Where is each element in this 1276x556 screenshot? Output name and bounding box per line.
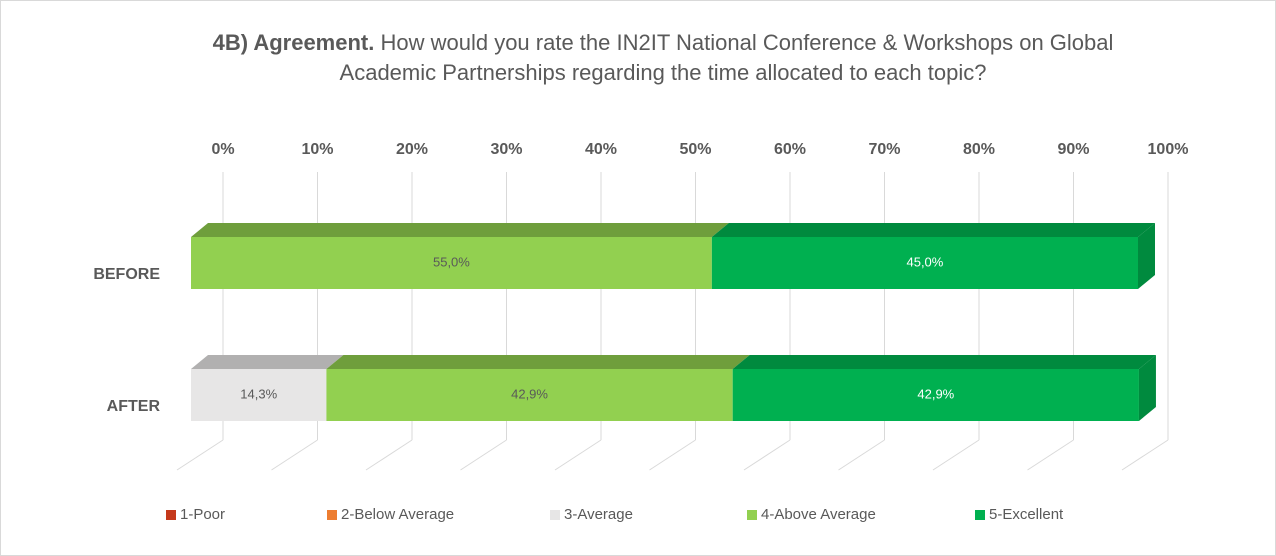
bar — [326, 369, 733, 421]
category-label: BEFORE — [93, 266, 160, 283]
chart-title: 4B) Agreement. How would you rate the IN… — [213, 30, 1114, 55]
grid-line-floor — [743, 439, 791, 471]
bar — [191, 237, 712, 289]
grid-line-floor — [649, 439, 696, 471]
bar-top — [191, 223, 729, 237]
bar-top — [732, 355, 1156, 369]
grid-line-floor — [460, 439, 507, 471]
title-prefix: 4B) Agreement. — [213, 30, 375, 55]
grid-line-floor — [365, 439, 413, 471]
grid-line-floor — [932, 439, 980, 471]
x-tick-label: 90% — [1057, 141, 1089, 158]
value-label: 14,3% — [240, 386, 277, 401]
category-label: AFTER — [107, 398, 161, 415]
x-tick-label: 10% — [301, 141, 333, 158]
legend-swatch — [550, 510, 560, 520]
bar-side — [1138, 355, 1156, 421]
bar — [711, 237, 1138, 289]
grid-line-floor — [1027, 439, 1074, 471]
x-tick-label: 100% — [1148, 141, 1189, 158]
bar-top — [191, 355, 344, 369]
value-label: 45,0% — [906, 254, 943, 269]
bar — [732, 369, 1139, 421]
chart-title-line2: Academic Partnerships regarding the time… — [340, 60, 987, 85]
x-tick-label: 80% — [963, 141, 995, 158]
title-text: How would you rate the IN2IT National Co… — [380, 30, 1113, 55]
x-tick-label: 60% — [774, 141, 806, 158]
value-label: 42,9% — [917, 386, 954, 401]
legend-label: 3-Average — [564, 506, 633, 523]
legend-swatch — [975, 510, 985, 520]
bar — [191, 369, 327, 421]
legend-swatch — [327, 510, 337, 520]
grid-line-floor — [838, 439, 885, 471]
legend-swatch — [166, 510, 176, 520]
legend-label: 4-Above Average — [761, 506, 876, 523]
x-tick-label: 30% — [490, 141, 522, 158]
legend-swatch — [747, 510, 757, 520]
x-tick-label: 50% — [679, 141, 711, 158]
bar-side — [1138, 223, 1155, 289]
grid-line-floor — [1121, 439, 1169, 471]
bar-top — [711, 223, 1155, 237]
grid-line-floor — [176, 439, 224, 471]
x-tick-label: 70% — [868, 141, 900, 158]
legend-label: 2-Below Average — [341, 506, 454, 523]
legend-label: 1-Poor — [180, 506, 225, 523]
legend-label: 5-Excellent — [989, 506, 1064, 523]
grid-line-floor — [554, 439, 602, 471]
grid-line-floor — [271, 439, 318, 471]
bar-top — [326, 355, 750, 369]
value-label: 42,9% — [511, 386, 548, 401]
x-tick-label: 40% — [585, 141, 617, 158]
x-tick-label: 0% — [211, 141, 234, 158]
x-tick-label: 20% — [396, 141, 428, 158]
value-label: 55,0% — [433, 254, 470, 269]
